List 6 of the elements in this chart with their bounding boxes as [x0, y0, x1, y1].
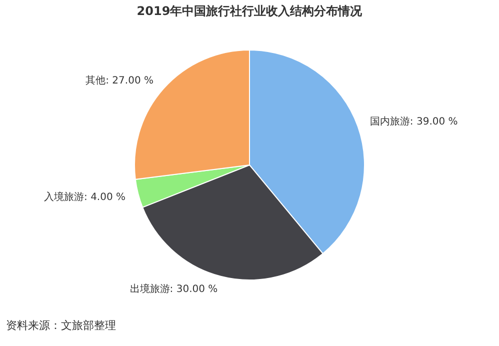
slice-label: 入境旅游: 4.00 % [44, 190, 126, 203]
slice-label: 其他: 27.00 % [86, 74, 154, 86]
slice-label: 出境旅游: 30.00 % [130, 282, 218, 295]
chart-title: 2019年中国旅行社行业收入结构分布情况 [136, 4, 364, 18]
text: 资料来源：文旅部整理 [6, 318, 116, 333]
slice-label: 国内旅游: 39.00 % [370, 116, 458, 128]
